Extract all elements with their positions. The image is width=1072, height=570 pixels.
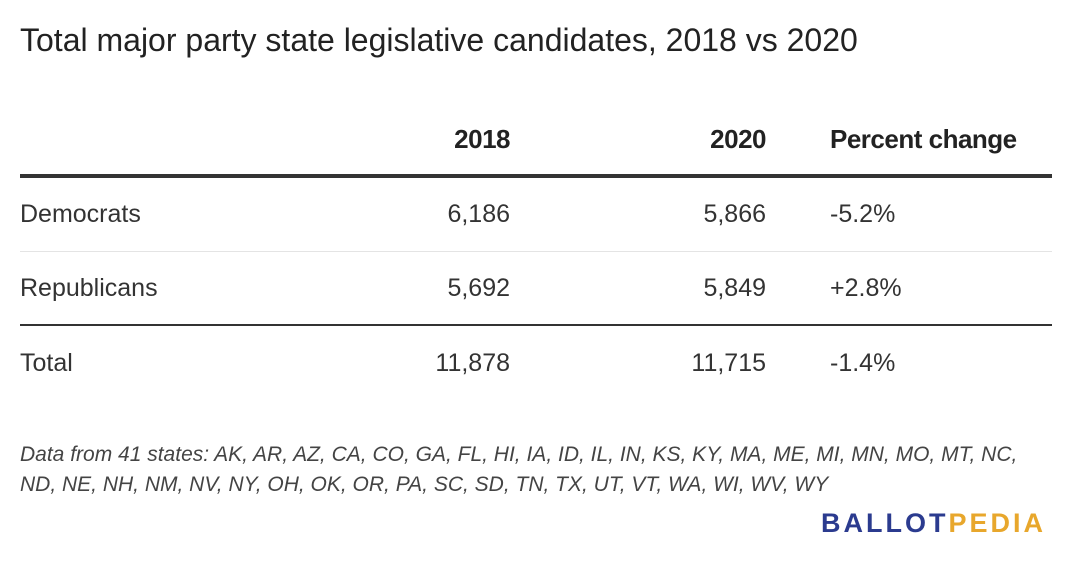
value-2018: 5,692 [447, 273, 510, 302]
value-2020: 11,715 [691, 348, 766, 377]
data-table: 2018 2020 Percent change Democrats 6,186… [20, 104, 1052, 400]
logo-part-pedia: PEDIA [948, 508, 1046, 538]
value-percent-change: -5.2% [830, 200, 896, 228]
value-percent-change: -1.4% [830, 348, 896, 377]
row-label: Total [20, 348, 73, 377]
header-percent-change: Percent change [830, 123, 1017, 154]
table-row-democrats: Democrats 6,186 5,866 -5.2% [20, 178, 1052, 252]
logo-part-ballot: BALLOT [820, 508, 949, 538]
table-header-row: 2018 2020 Percent change [20, 104, 1052, 178]
value-2018: 11,878 [435, 348, 510, 377]
ballotpedia-logo: BALLOTPEDIA [821, 508, 1046, 539]
header-2020: 2020 [710, 123, 766, 154]
value-2018: 6,186 [447, 200, 510, 228]
header-2018: 2018 [454, 123, 510, 154]
value-2020: 5,866 [703, 200, 766, 228]
source-note: Data from 41 states: AK, AR, AZ, CA, CO,… [20, 443, 1018, 496]
chart-title: Total major party state legislative cand… [20, 22, 858, 58]
table-row-republicans: Republicans 5,692 5,849 +2.8% [20, 252, 1052, 326]
row-label: Democrats [20, 200, 141, 228]
value-percent-change: +2.8% [830, 273, 902, 302]
value-2020: 5,849 [703, 273, 766, 302]
table-row-total: Total 11,878 11,715 -1.4% [20, 326, 1052, 400]
row-label: Republicans [20, 273, 158, 302]
